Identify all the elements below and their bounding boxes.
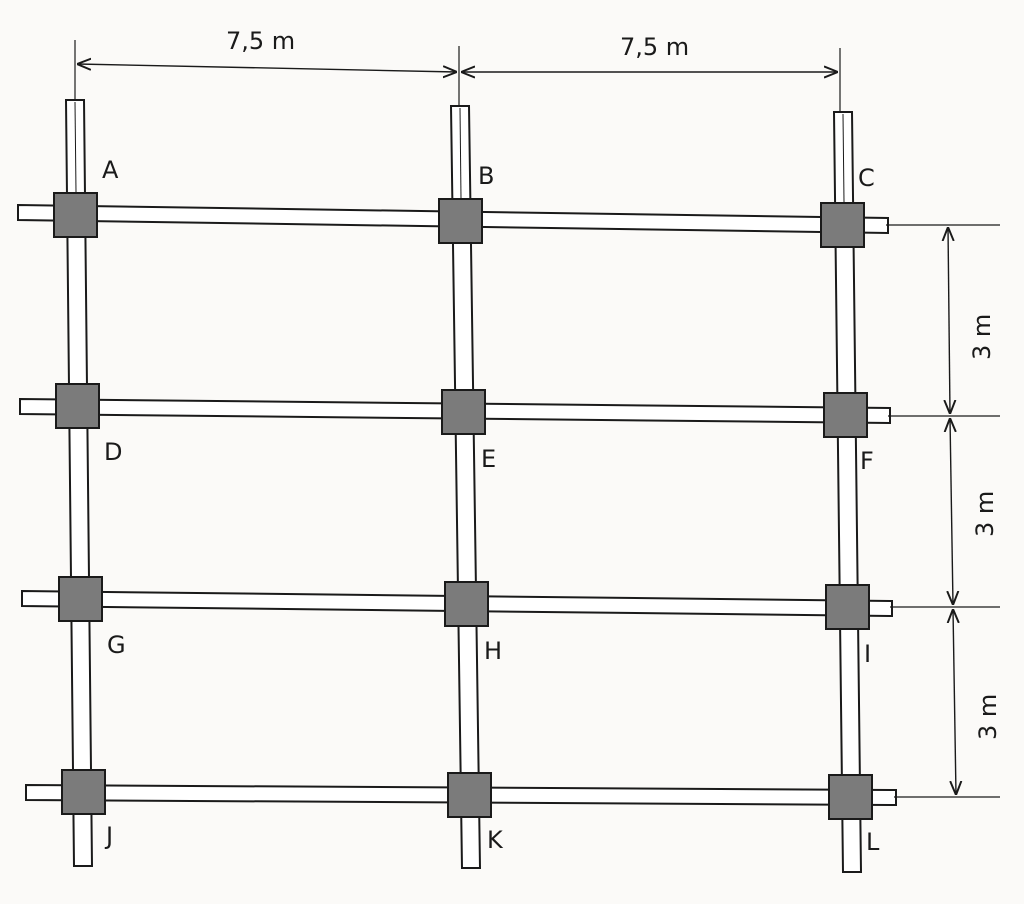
column-right-top-line [842,113,845,203]
node-label-f: F [860,447,874,475]
dim-line-fi [950,418,953,605]
node-label-i: I [864,640,871,668]
node-plate-g [58,576,103,622]
node-plate-b [438,198,483,244]
dim-text-fi: 3 m [971,491,999,537]
vertical-dimensions: 3 m 3 m 3 m [886,224,1002,798]
node-plates [53,192,873,820]
node-plate-a [53,192,98,238]
horizontal-dimensions: 7,5 m 7,5 m [74,27,841,112]
node-plate-d [55,383,100,429]
node-label-k: K [487,826,504,854]
node-label-j: J [104,822,113,850]
dim-line-il [953,609,956,795]
node-plate-k [447,772,492,818]
node-plate-j [61,769,106,815]
node-label-c: C [858,164,875,192]
node-plate-f [823,392,868,438]
dim-text-cf: 3 m [968,314,996,360]
node-label-b: B [478,162,494,190]
node-label-l: L [866,828,880,856]
column-left-top-line [74,101,77,193]
dim-text-il: 3 m [974,694,1002,740]
dim-text-bc: 7,5 m [620,33,689,61]
node-label-h: H [484,637,502,665]
dim-line-cf [948,227,950,414]
node-plate-e [441,389,486,435]
node-label-e: E [481,445,496,473]
node-plate-i [825,584,870,630]
node-plate-h [444,581,489,627]
dim-text-ab: 7,5 m [226,27,295,55]
column-middle-top-line [459,107,462,199]
node-label-g: G [107,631,126,659]
node-plate-l [828,774,873,820]
node-labels: A B C D E F G H I J K L [102,156,880,856]
dim-line-ab [77,64,457,72]
node-plate-c [820,202,865,248]
node-label-d: D [104,438,122,466]
node-label-a: A [102,156,119,184]
columns [64,99,863,873]
